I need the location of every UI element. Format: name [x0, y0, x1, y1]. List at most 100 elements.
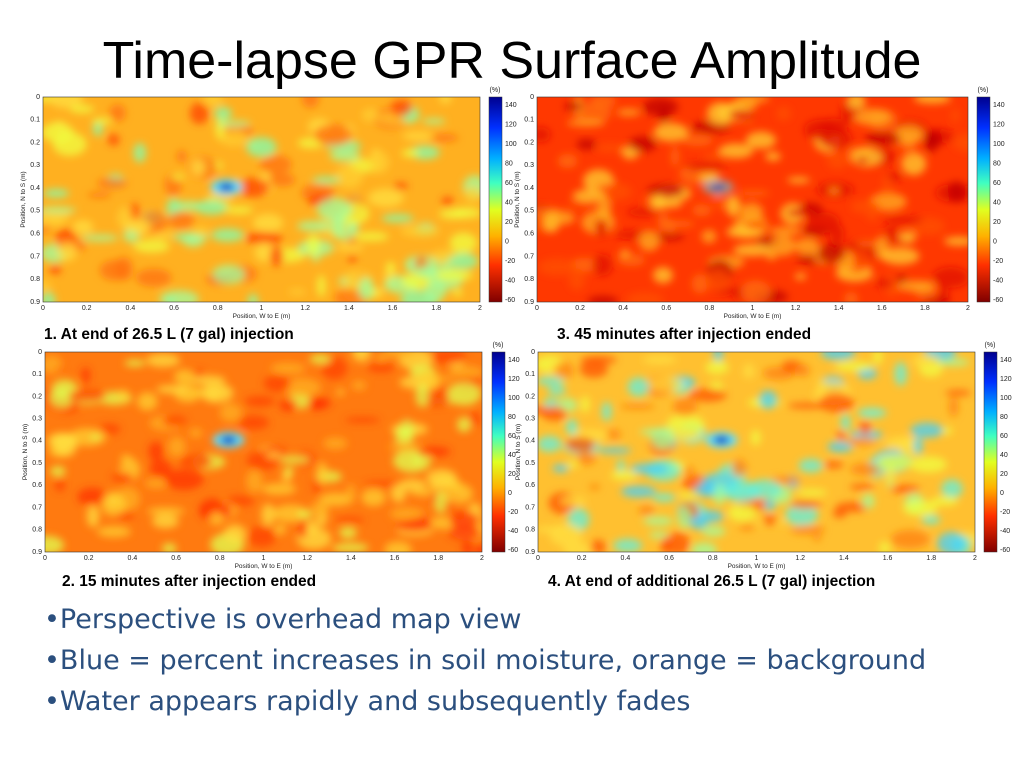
bullet: •Blue = percent increases in soil moistu… [44, 645, 926, 676]
x-tick-label: 1.8 [431, 305, 441, 312]
x-tick-label: 0.4 [621, 555, 631, 562]
y-tick-label: 0.8 [32, 527, 42, 534]
x-tick-label: 2 [966, 305, 970, 312]
blob [441, 196, 454, 207]
blob [725, 195, 740, 216]
colorbar-tick-label: -60 [993, 297, 1003, 304]
blob [274, 524, 287, 535]
blob [627, 377, 650, 397]
blob [279, 398, 298, 412]
blob [606, 429, 621, 440]
blob [426, 468, 457, 488]
x-tick-label: 1.4 [346, 555, 356, 562]
x-tick-label: 0.8 [213, 305, 223, 312]
blob [401, 149, 420, 158]
blob [594, 218, 608, 238]
blob [855, 240, 880, 248]
blob [713, 352, 724, 362]
colorbar-tick-label: 80 [1000, 414, 1008, 421]
y-tick-label: 0.9 [30, 299, 40, 306]
blob [297, 510, 312, 519]
blob [846, 97, 866, 110]
blob [629, 463, 670, 475]
blob [873, 352, 883, 365]
blob [703, 152, 725, 161]
colorbar-tick-label: -60 [505, 297, 515, 304]
blob [448, 525, 481, 541]
blob [174, 369, 195, 385]
colorbar-tick-label: 100 [1000, 395, 1012, 402]
colorbar-tick-label: 0 [508, 490, 512, 497]
y-tick-label: 0.5 [30, 208, 40, 215]
blob [718, 143, 754, 159]
blob [329, 149, 361, 162]
blob [400, 225, 440, 237]
blob [883, 216, 924, 225]
colorbar-tick-label: 40 [1000, 452, 1008, 459]
blob [826, 151, 849, 170]
blob [162, 415, 187, 427]
blob [375, 354, 387, 364]
blob [423, 280, 447, 302]
blob [849, 483, 875, 491]
colorbar-unit: (%) [493, 342, 504, 349]
blob [931, 496, 959, 506]
colorbar-tick-label: 0 [1000, 490, 1004, 497]
blob [941, 479, 963, 499]
blob [688, 388, 727, 402]
blob [678, 491, 699, 499]
plot-frame [44, 351, 483, 553]
x-axis-label: Position, W to E (m) [235, 563, 293, 570]
y-axis-label: Position, N to S (m) [22, 424, 29, 480]
colorbar-tick-label: -20 [505, 258, 515, 265]
blob [298, 518, 307, 539]
blob [572, 189, 606, 202]
blob [677, 506, 692, 529]
blob [335, 516, 365, 524]
blob [336, 243, 364, 252]
blob [613, 538, 643, 552]
blob [441, 483, 473, 504]
blob [887, 171, 903, 182]
blob [765, 151, 781, 161]
blob [151, 232, 175, 239]
blob [390, 484, 407, 503]
blob [269, 245, 284, 267]
blob [932, 267, 968, 288]
blob [81, 367, 91, 384]
blob [710, 183, 727, 192]
y-tick-label: 0.8 [30, 276, 40, 283]
blob [109, 104, 126, 122]
blob [921, 515, 941, 525]
blob [125, 219, 152, 234]
blob [638, 505, 655, 516]
blob [852, 108, 891, 126]
blob [214, 106, 232, 120]
colorbar-tick-label: 20 [1000, 471, 1008, 478]
blob [416, 265, 438, 279]
blob [216, 120, 251, 127]
blob [820, 352, 856, 361]
x-tick-label: 0.8 [708, 555, 718, 562]
blob [827, 441, 854, 453]
blob [69, 104, 95, 114]
blob [114, 256, 133, 281]
blob [589, 483, 600, 491]
blob [692, 204, 712, 217]
blob [345, 483, 356, 504]
blob [922, 297, 951, 302]
blob [648, 531, 670, 539]
heatmap-texture [538, 352, 975, 552]
blob [220, 436, 237, 444]
blob [705, 269, 730, 291]
blob [580, 396, 590, 413]
blob [168, 436, 186, 457]
blob [344, 416, 381, 424]
blob [448, 253, 479, 270]
blob [740, 202, 764, 221]
blob [246, 469, 263, 493]
blob [54, 477, 66, 493]
blob [148, 441, 164, 462]
colorbar-tick-label: -40 [993, 277, 1003, 284]
